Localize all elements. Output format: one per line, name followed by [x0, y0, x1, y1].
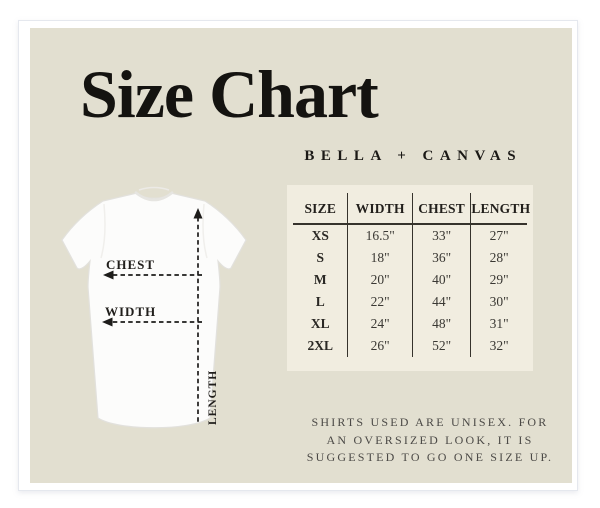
- cell-size: XL: [293, 312, 349, 335]
- table-row: XS 16.5" 33" 27": [293, 224, 527, 248]
- tshirt-measurement-diagram: CHEST WIDTH LENGTH: [61, 186, 247, 429]
- size-table: SIZE WIDTH CHEST LENGTH XS 16.5" 33" 27"…: [293, 193, 530, 357]
- tshirt-fold-right: [202, 203, 208, 259]
- cell-width: 26": [347, 334, 413, 357]
- tshirt-collar-back: [138, 186, 170, 191]
- cell-length: 29": [489, 272, 509, 287]
- cell-chest: 40": [412, 269, 472, 291]
- table-row: XL 24" 48" 31": [293, 312, 527, 335]
- cell-chest: 52": [412, 334, 472, 357]
- tshirt-illustration: [61, 192, 247, 429]
- column-header-width: WIDTH: [347, 193, 413, 225]
- size-chart-card: Size Chart CHEST WIDTH LENGTH BELLA + CA…: [18, 20, 578, 491]
- page-title: Size Chart: [80, 56, 379, 132]
- size-table-header-row: SIZE WIDTH CHEST LENGTH: [293, 193, 530, 225]
- cell-width: 24": [347, 312, 413, 335]
- cell-width: 20": [347, 269, 413, 291]
- chest-label: CHEST: [106, 257, 155, 272]
- length-arrowhead-icon: [193, 208, 203, 219]
- beige-panel: Size Chart CHEST WIDTH LENGTH BELLA + CA…: [30, 28, 572, 483]
- cell-size: XS: [293, 224, 349, 248]
- cell-length: 31": [489, 315, 509, 331]
- brand-heading: BELLA + CANVAS: [304, 148, 523, 164]
- table-row: 2XL 26" 52" 32": [293, 334, 527, 357]
- width-arrowhead-icon: [102, 317, 113, 327]
- table-row: M 20" 40" 29": [293, 269, 527, 291]
- cell-length: 28": [489, 250, 509, 266]
- cell-length: 32": [489, 337, 509, 353]
- cell-width: 22": [347, 291, 413, 313]
- column-header-length: LENGTH: [470, 193, 530, 225]
- note-line: SUGGESTED TO GO ONE SIZE UP.: [306, 450, 554, 464]
- cell-chest: 44": [412, 291, 472, 313]
- width-label: WIDTH: [105, 304, 156, 319]
- cell-size: S: [293, 247, 349, 270]
- chest-arrowhead-icon: [103, 270, 114, 280]
- column-header-size: SIZE: [293, 193, 349, 225]
- cell-length: 30": [489, 293, 509, 309]
- cell-length: 27": [489, 228, 509, 244]
- note-line: SHIRTS USED ARE UNISEX. FOR: [311, 415, 549, 429]
- size-table-panel: SIZE WIDTH CHEST LENGTH XS 16.5" 33" 27"…: [287, 185, 533, 371]
- table-row: L 22" 44" 30": [293, 291, 527, 313]
- cell-size: 2XL: [293, 334, 349, 357]
- unisex-note: SHIRTS USED ARE UNISEX. FOR AN OVERSIZED…: [275, 414, 585, 467]
- note-line: AN OVERSIZED LOOK, IT IS: [326, 432, 534, 447]
- table-row: S 18" 36" 28": [293, 247, 527, 270]
- column-header-chest: CHEST: [412, 193, 472, 225]
- cell-chest: 33": [412, 224, 472, 248]
- length-label: LENGTH: [207, 370, 219, 425]
- cell-width: 18": [347, 247, 413, 270]
- tshirt-collar: [134, 191, 174, 202]
- cell-size: L: [293, 291, 349, 313]
- cell-chest: 36": [412, 247, 472, 270]
- cell-chest: 48": [412, 312, 472, 335]
- cell-width: 16.5": [347, 224, 413, 248]
- cell-size: M: [293, 269, 349, 291]
- tshirt-fold-left: [100, 203, 106, 259]
